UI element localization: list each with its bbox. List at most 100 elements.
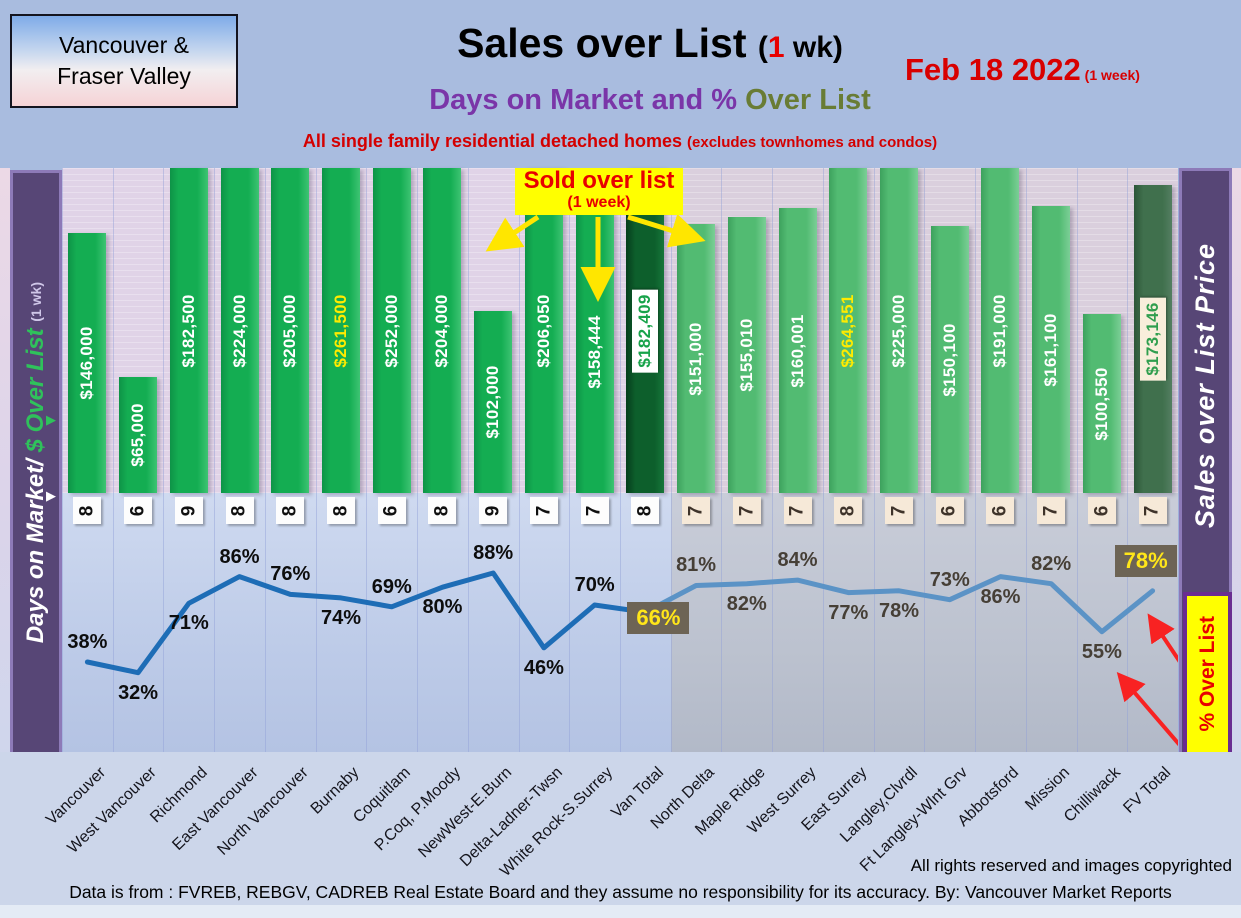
days-on-market-value: 7 — [529, 497, 558, 524]
percent-over-list-badge-text: % Over List — [1195, 616, 1219, 732]
source-note: Data is from : FVREB, REBGV, CADREB Real… — [69, 882, 1172, 902]
percent-label: 73% — [929, 568, 970, 591]
annotation-arrow — [627, 213, 706, 248]
white-arrow-icon: ▶ — [46, 488, 56, 503]
region-title-box: Vancouver & Fraser Valley — [10, 14, 238, 108]
column-gridline — [112, 168, 114, 752]
percent-label: 88% — [473, 542, 514, 564]
percent-label: 74% — [320, 606, 362, 629]
right-axis-text: Sales over List Price — [1190, 243, 1220, 529]
days-on-market-value: 6 — [377, 497, 406, 524]
days-on-market-value: 8 — [327, 497, 355, 524]
percent-over-list-line — [84, 570, 648, 676]
tagline: All single family residential detached h… — [120, 131, 1120, 152]
days-on-market-value: 7 — [580, 497, 609, 524]
column-gridline — [1076, 168, 1078, 752]
page-subtitle: Days on Market and % Over List — [280, 84, 1020, 117]
column-gridline — [467, 168, 469, 752]
percent-label: 32% — [118, 681, 159, 704]
percent-label: 70% — [574, 574, 615, 597]
bar — [423, 168, 462, 493]
days-on-market-value: 8 — [631, 497, 660, 524]
bottom-strip — [0, 905, 1241, 918]
annotation-arrow — [485, 214, 540, 252]
bar — [677, 224, 716, 493]
plot-bg-vancouver-bars — [62, 168, 671, 493]
page-title: Sales over List (1 wk) — [280, 20, 1020, 67]
percent-label: 71% — [168, 612, 209, 635]
column-gridline — [721, 168, 723, 752]
column-gridline — [924, 168, 926, 752]
column-gridline — [569, 168, 571, 752]
percent-label: 86% — [980, 585, 1021, 608]
days-on-market-value: 7 — [732, 497, 761, 524]
column-gridline — [772, 168, 774, 752]
percent-label-layer: 38% 32% 71% 86% 76% 74% 69% 80% 88% 46% 70% 66% 81% 8… — [62, 168, 1178, 752]
column-gridline — [214, 168, 216, 752]
title-paren-open: ( — [757, 31, 768, 64]
bar — [220, 168, 259, 493]
days-on-market-value: 8 — [73, 497, 102, 524]
column-gridline — [62, 168, 63, 752]
plot-bg-vancouver-line — [62, 493, 671, 752]
column-gridline — [518, 168, 520, 752]
days-on-market-value: 7 — [885, 497, 913, 524]
annotation-arrow — [1147, 613, 1178, 663]
region-title-line2: Fraser Valley — [57, 63, 191, 89]
percent-label: 82% — [726, 592, 767, 615]
report-date: Feb 18 2022 (1 week) — [905, 52, 1241, 88]
column-gridline — [670, 168, 672, 752]
axis-label-area — [0, 752, 1241, 905]
percent-over-list-line — [642, 574, 1156, 635]
bar — [1082, 314, 1121, 493]
left-edge-strip — [0, 168, 10, 758]
days-on-market-value: 6 — [124, 497, 153, 524]
percent-label: 84% — [777, 549, 818, 572]
line-and-arrows-layer — [84, 213, 1178, 747]
days-on-market-value: 9 — [479, 497, 508, 524]
column-gridline — [1025, 168, 1027, 752]
percent-label: 46% — [523, 656, 564, 679]
title-paren-close: wk) — [784, 31, 843, 64]
column-gridline — [417, 168, 419, 752]
bar — [68, 233, 107, 493]
bar — [474, 311, 513, 493]
green-arrow-icon: ▶ — [46, 412, 56, 427]
days-on-market-value: 9 — [174, 497, 203, 524]
bar — [880, 168, 918, 493]
percent-over-list-badge: % Over List — [1183, 592, 1232, 756]
column-gridline — [620, 168, 621, 752]
column-gridline — [163, 168, 165, 752]
column-gridline — [822, 168, 824, 752]
days-on-market-value: 6 — [1087, 497, 1116, 524]
days-on-market-value: 7 — [682, 497, 711, 524]
left-axis-note: (1 wk) — [28, 282, 44, 323]
callout-note: (1 week) — [567, 194, 631, 211]
percent-label: 69% — [371, 575, 412, 598]
column-gridline — [1178, 168, 1179, 752]
chart-plot-area: $146,000 $65,000 $182,500 $224,000 $205,000 $… — [62, 168, 1179, 752]
right-edge-strip — [1232, 168, 1241, 758]
left-axis-dollar-over-list: $ Over List — [22, 322, 49, 460]
days-on-market-value: 8 — [225, 497, 254, 524]
date-text: Feb 18 2022 — [905, 52, 1081, 87]
days-on-market-value: 6 — [986, 497, 1015, 524]
percent-label: 86% — [219, 545, 260, 568]
bar — [119, 377, 158, 493]
bar — [778, 208, 817, 493]
left-axis-title: Days on Market/ $ Over List (1 wk) — [10, 170, 62, 756]
percent-label: 66% — [627, 602, 690, 635]
column-gridline — [1127, 168, 1129, 752]
bar — [271, 168, 310, 493]
title-week-number: 1 — [767, 31, 785, 64]
bar — [169, 168, 208, 493]
percent-label: 78% — [878, 599, 920, 622]
subtitle-days-on-market: Days on Market and % — [429, 84, 746, 116]
left-axis-text: Days on Market/ $ Over List (1 wk) — [22, 282, 50, 643]
percent-label: 77% — [828, 601, 869, 624]
percent-label: 76% — [270, 563, 311, 586]
percent-label: 82% — [1031, 552, 1072, 575]
bar — [930, 226, 969, 493]
days-on-market-value: 8 — [428, 497, 457, 524]
days-on-market-value: 7 — [1037, 497, 1066, 524]
